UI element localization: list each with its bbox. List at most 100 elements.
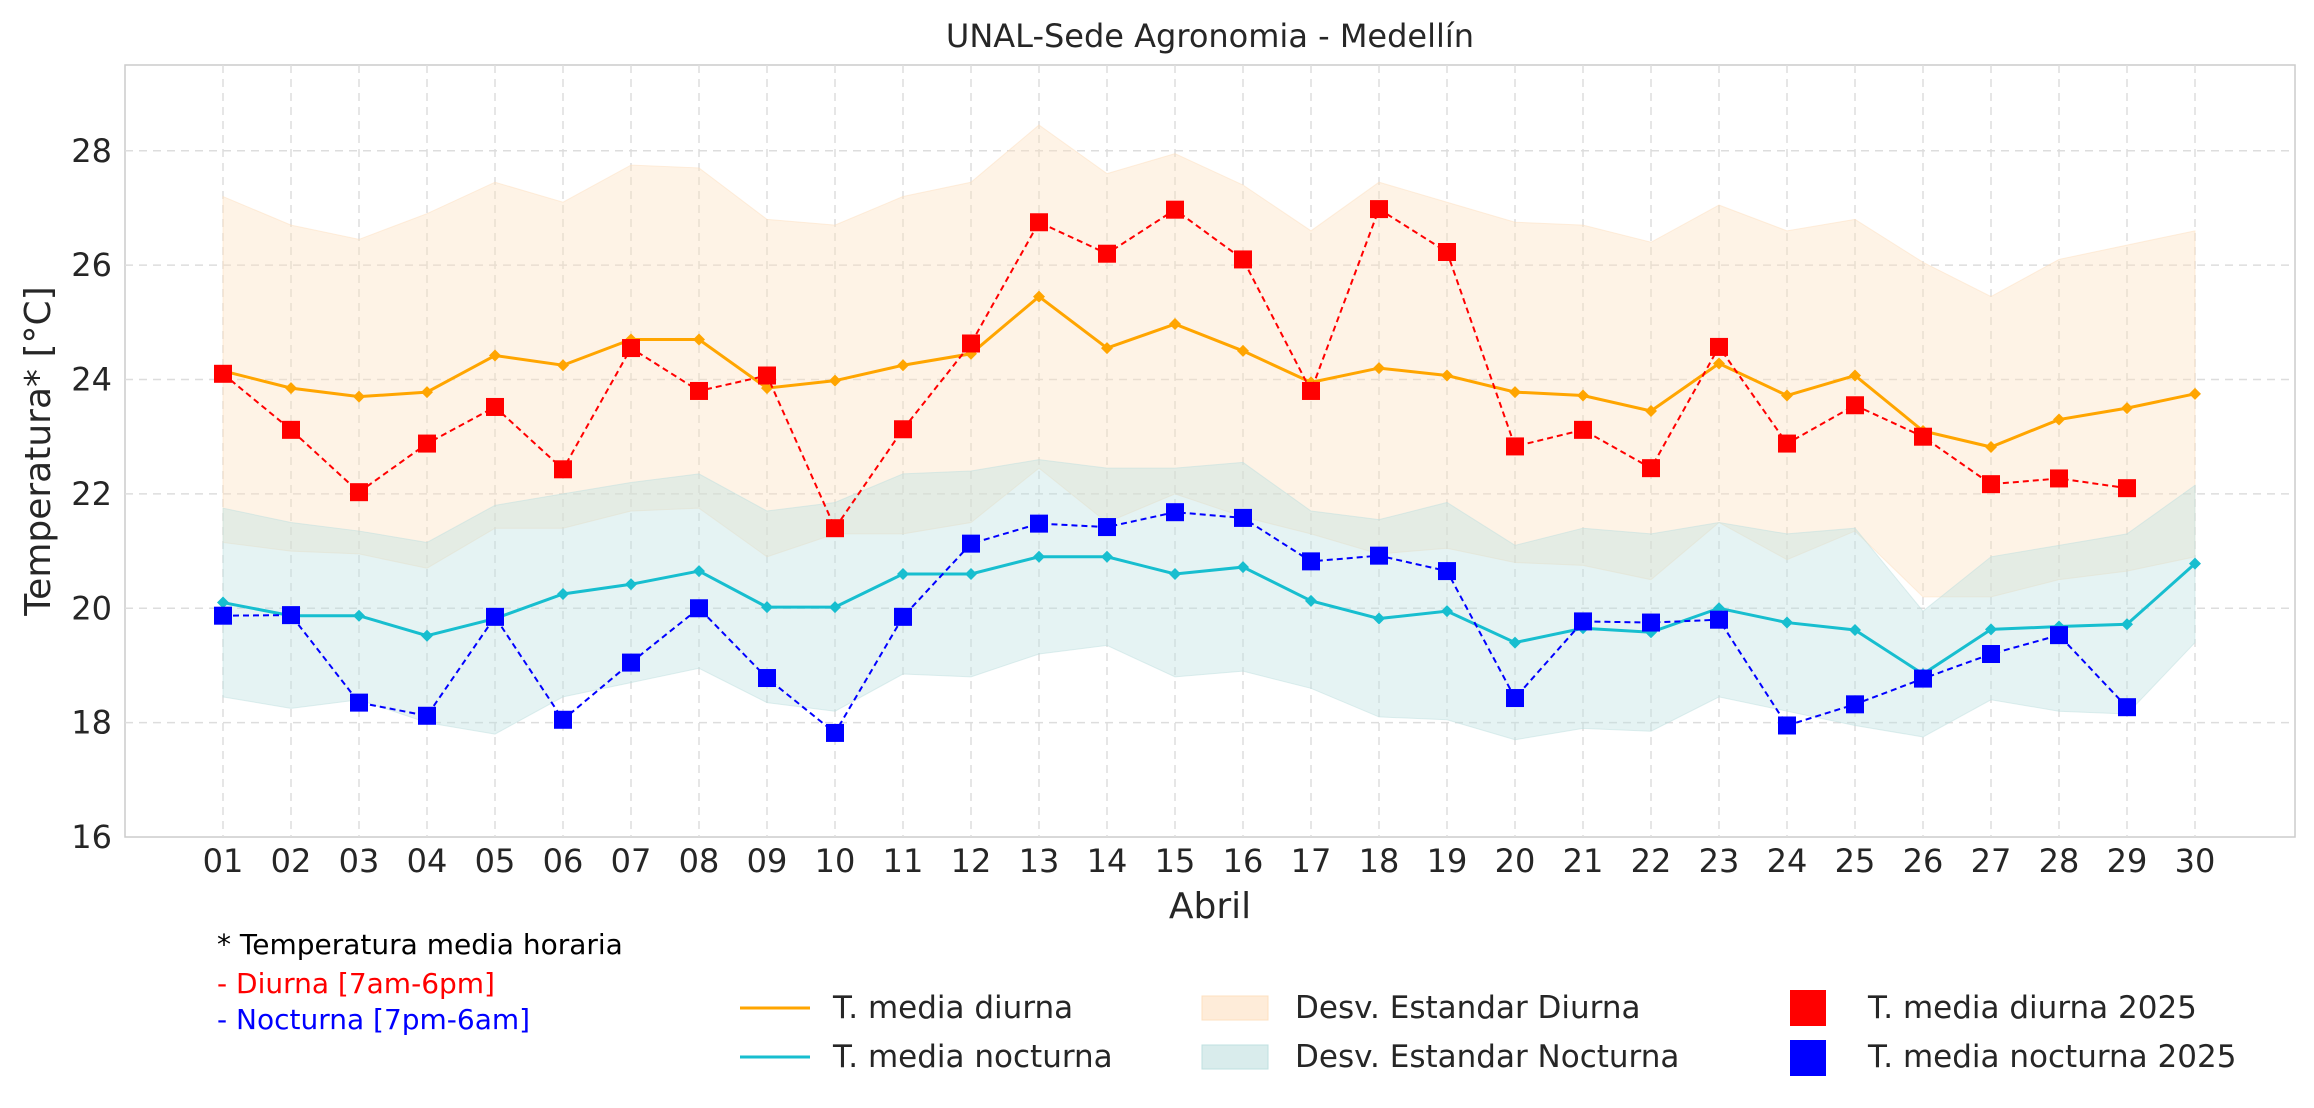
point-t-media-nocturna [1169, 567, 1181, 580]
marker-t-media-diurna-2025 [1370, 200, 1388, 219]
std-bands [222, 124, 2196, 741]
x-tick-label: 26 [1903, 842, 1944, 880]
x-tick-label: 21 [1563, 842, 1604, 880]
point-t-media-diurna [693, 333, 705, 346]
marker-t-media-diurna-2025 [1642, 459, 1660, 478]
marker-t-media-nocturna-2025 [418, 706, 436, 725]
x-tick-label: 29 [2107, 842, 2148, 880]
marker-t-media-nocturna-2025 [1642, 613, 1660, 632]
marker-t-media-diurna-2025 [622, 339, 640, 358]
marker-t-media-diurna-2025 [486, 397, 504, 416]
legend-item-nocturna-2025: T. media nocturna 2025 [1790, 1039, 2236, 1076]
point-t-media-nocturna [965, 567, 977, 580]
marker-t-media-diurna-2025 [1234, 250, 1252, 269]
legend-label-nocturna-2025: T. media nocturna 2025 [1867, 1039, 2236, 1075]
legend-label-t-media-nocturna: T. media nocturna [832, 1039, 1113, 1075]
point-t-media-diurna [421, 386, 433, 399]
legend-item-desv-nocturna: Desv. Estandar Nocturna [1201, 1039, 1679, 1075]
point-t-media-nocturna [1237, 561, 1249, 574]
marker-t-media-diurna-2025 [1778, 434, 1796, 453]
marker-t-media-nocturna-2025 [2118, 698, 2136, 717]
legend-swatch-nocturna-2025 [1790, 1040, 1826, 1076]
x-tick-label: 16 [1223, 842, 1264, 880]
point-t-media-diurna [1577, 389, 1589, 402]
point-t-media-diurna [1441, 369, 1453, 382]
marker-t-media-nocturna-2025 [1166, 503, 1184, 522]
legend-swatch-desv-diurna [1201, 995, 1269, 1021]
marker-t-media-nocturna-2025 [1234, 508, 1252, 527]
y-tick-label: 16 [71, 818, 112, 856]
chart-title: UNAL-Sede Agronomia - Medellín [946, 17, 1474, 55]
x-tick-label: 04 [407, 842, 448, 880]
point-t-media-diurna [1781, 389, 1793, 402]
point-t-media-diurna [557, 359, 569, 372]
point-t-media-nocturna [625, 578, 637, 591]
point-t-media-nocturna [217, 596, 229, 609]
marker-t-media-diurna-2025 [1846, 396, 1864, 415]
marker-t-media-diurna-2025 [1574, 420, 1592, 439]
marker-t-media-nocturna-2025 [894, 607, 912, 626]
point-t-media-nocturna [829, 601, 841, 614]
point-t-media-nocturna [761, 601, 773, 614]
x-tick-label: 03 [339, 842, 380, 880]
marker-t-media-nocturna-2025 [1982, 645, 2000, 664]
x-tick-label: 19 [1427, 842, 1468, 880]
legend-label-t-media-diurna: T. media diurna [832, 990, 1073, 1026]
x-tick-label: 09 [747, 842, 788, 880]
marker-t-media-diurna-2025 [962, 334, 980, 353]
footnotes: * Temperatura media horaria - Diurna [7a… [217, 928, 623, 1036]
marker-t-media-diurna-2025 [350, 483, 368, 502]
point-t-media-nocturna [2189, 557, 2201, 570]
marker-t-media-diurna-2025 [2050, 469, 2068, 488]
marker-t-media-diurna-2025 [1982, 475, 2000, 494]
marker-t-media-nocturna-2025 [2050, 626, 2068, 645]
marker-t-media-diurna-2025 [1914, 427, 1932, 446]
point-t-media-nocturna [1781, 616, 1793, 629]
tick-labels: 01 02 03 04 05 06 07 08 09 10 11 12 13 14 15 16 17 18 19 20… [71, 132, 2215, 880]
legend-item-diurna-2025: T. media diurna 2025 [1790, 990, 2197, 1026]
marker-t-media-diurna-2025 [418, 434, 436, 453]
point-t-media-diurna [1509, 386, 1521, 399]
band-desv-estandar-nocturna [222, 459, 2196, 741]
marker-t-media-diurna-2025 [826, 519, 844, 538]
marker-t-media-diurna-2025 [2118, 479, 2136, 498]
marker-t-media-nocturna-2025 [1098, 518, 1116, 537]
marker-t-media-nocturna-2025 [1914, 669, 1932, 688]
note-diurna: - Diurna [7am-6pm] [217, 967, 495, 1000]
legend-swatch-desv-nocturna [1201, 1044, 1269, 1070]
x-tick-label: 24 [1767, 842, 1808, 880]
marker-t-media-nocturna-2025 [214, 606, 232, 625]
marker-t-media-diurna-2025 [690, 381, 708, 400]
x-tick-label: 25 [1835, 842, 1876, 880]
note-asterisk: * Temperatura media horaria [217, 928, 623, 961]
point-t-media-nocturna [1305, 594, 1317, 607]
point-t-media-nocturna [693, 565, 705, 578]
x-tick-label: 27 [1971, 842, 2012, 880]
note-nocturna: - Nocturna [7pm-6am] [217, 1003, 530, 1036]
y-tick-label: 24 [71, 361, 112, 399]
point-t-media-diurna [1713, 357, 1725, 370]
marker-t-media-diurna-2025 [282, 420, 300, 439]
marker-t-media-nocturna-2025 [1302, 552, 1320, 571]
point-t-media-diurna [353, 390, 365, 403]
point-t-media-nocturna [897, 567, 909, 580]
x-tick-label: 15 [1155, 842, 1196, 880]
marker-t-media-nocturna-2025 [690, 599, 708, 618]
point-t-media-diurna [1645, 404, 1657, 417]
point-t-media-nocturna [557, 587, 569, 600]
y-tick-label: 22 [71, 475, 112, 513]
x-tick-label: 13 [1019, 842, 1060, 880]
point-t-media-diurna [2053, 413, 2065, 426]
point-t-media-diurna [285, 382, 297, 395]
marker-t-media-nocturna-2025 [758, 669, 776, 688]
marker-t-media-nocturna-2025 [1778, 716, 1796, 735]
x-tick-label: 12 [951, 842, 992, 880]
point-t-media-diurna [1169, 318, 1181, 331]
point-t-media-diurna [1985, 440, 1997, 453]
point-t-media-nocturna [1101, 550, 1113, 563]
point-t-media-nocturna [2121, 618, 2133, 631]
legend-label-diurna-2025: T. media diurna 2025 [1867, 990, 2197, 1026]
plot-area [124, 64, 2296, 838]
marker-t-media-nocturna-2025 [622, 653, 640, 672]
x-tick-label: 05 [475, 842, 516, 880]
